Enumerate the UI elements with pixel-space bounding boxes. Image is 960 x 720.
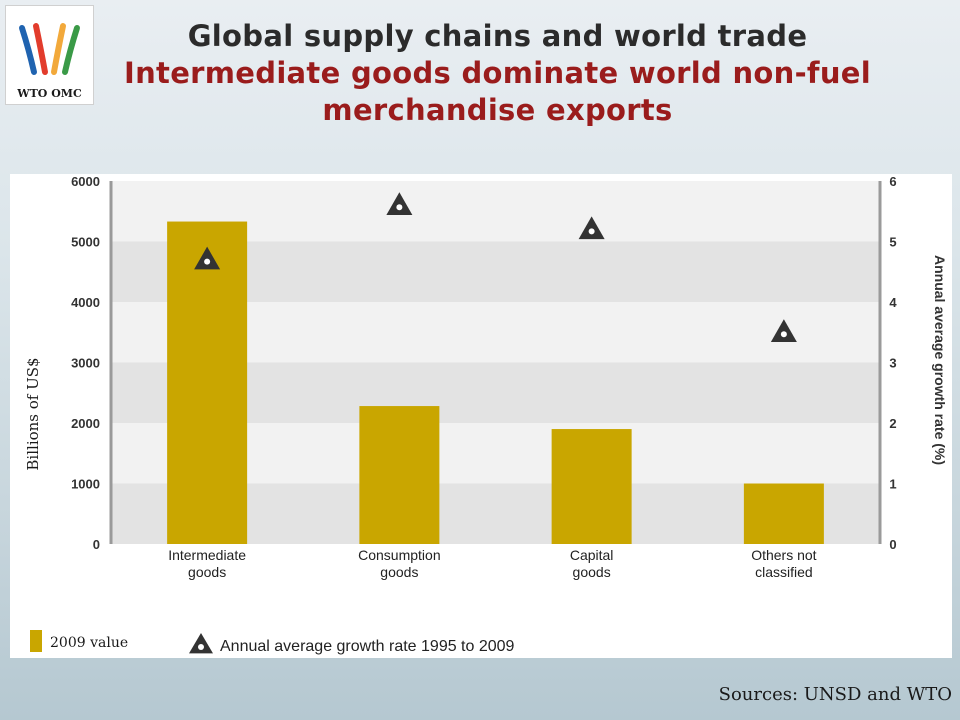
chart-svg: 0 1000 2000 3000 4000 5000 6000 0 1 2 3 4 5 6 Intermed… (24, 174, 948, 655)
chart-panel: 0 1000 2000 3000 4000 5000 6000 0 1 2 3 4 5 6 Intermed… (10, 174, 952, 658)
growth-marker-dot (204, 258, 211, 265)
left-tick-label: 1000 (71, 477, 100, 492)
right-tick-label: 1 (889, 477, 896, 492)
right-tick-label: 6 (889, 174, 896, 189)
legend-growth-label: Annual average growth rate 1995 to 2009 (220, 638, 515, 655)
left-tick-label: 2000 (71, 416, 100, 431)
logo-text: WTO OMC (16, 87, 82, 100)
growth-marker-1 (194, 246, 221, 270)
category-label: Consumption (358, 547, 441, 563)
left-tick-label: 6000 (71, 174, 100, 189)
wto-emblem-icon (19, 23, 80, 75)
bar-4 (743, 483, 824, 544)
category-label: Capital (570, 547, 614, 563)
growth-marker-dot (588, 228, 595, 235)
growth-marker-dot (396, 204, 403, 211)
category-label: goods (188, 564, 226, 580)
category-label: goods (380, 564, 418, 580)
right-tick-label: 5 (889, 235, 896, 250)
left-axis-title: Billions of US$ (24, 357, 42, 470)
right-tick-label: 4 (889, 295, 897, 310)
left-tick-label: 0 (93, 537, 100, 552)
title-line-1: Global supply chains and world trade (187, 19, 808, 53)
bar-3 (551, 429, 632, 544)
sources-note: Sources: UNSD and WTO (718, 684, 952, 705)
legend-bar-swatch (30, 630, 42, 652)
category-label: goods (573, 564, 611, 580)
right-tick-label: 3 (889, 356, 896, 371)
legend-triangle-icon (189, 633, 213, 654)
legend-bar-label: 2009 value (50, 635, 128, 651)
wto-logo: WTO OMC (5, 5, 94, 105)
bar-1 (167, 221, 248, 544)
left-tick-label: 5000 (71, 235, 100, 250)
bar-2 (359, 406, 440, 544)
right-tick-label: 0 (889, 537, 896, 552)
left-tick-label: 4000 (71, 295, 100, 310)
right-tick-label: 2 (889, 416, 896, 431)
title-line-2: Intermediate goods dominate world non-fu… (124, 56, 871, 90)
page-title: Global supply chains and world trade Int… (100, 18, 895, 129)
legend-triangle-dot (198, 644, 204, 650)
growth-marker-dot (780, 331, 787, 338)
growth-marker-2 (386, 192, 413, 215)
title-line-3: merchandise exports (322, 93, 673, 127)
category-label: Intermediate (168, 547, 246, 563)
category-label: Others not (751, 547, 816, 563)
growth-marker-4 (770, 319, 797, 342)
category-label: classified (755, 564, 813, 580)
growth-marker-3 (578, 216, 605, 240)
left-tick-label: 3000 (71, 356, 100, 371)
right-axis-title: Annual average growth rate (%) (932, 255, 948, 465)
